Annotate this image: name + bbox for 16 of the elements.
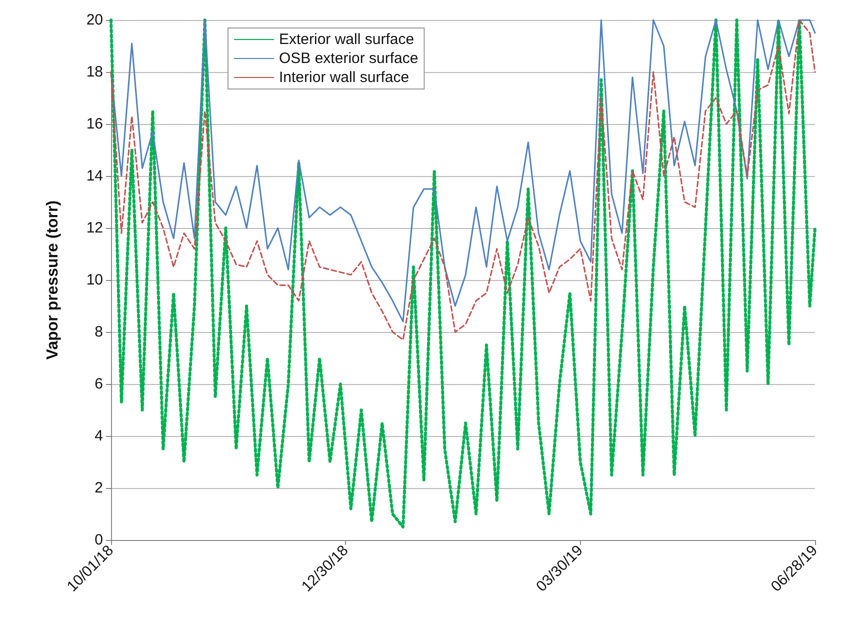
y-tick-label: 6 xyxy=(94,376,103,392)
y-tick-label: 12 xyxy=(86,220,103,236)
legend-label: Exterior wall surface xyxy=(279,31,414,48)
legend-label: OSB exterior surface xyxy=(279,50,418,67)
y-tick-label: 4 xyxy=(94,428,103,444)
y-axis-title: Vapor pressure (torr) xyxy=(44,200,62,360)
y-tick-label: 20 xyxy=(86,12,103,28)
line-series xyxy=(110,18,816,528)
y-tick-label: 18 xyxy=(86,64,103,80)
legend-label: Interior wall surface xyxy=(279,69,410,86)
y-tick-label: 16 xyxy=(86,116,103,132)
y-tick-label: 14 xyxy=(86,168,103,184)
y-tick-label: 8 xyxy=(94,324,103,340)
y-tick-label: 10 xyxy=(86,272,103,288)
y-tick-label: 2 xyxy=(94,480,103,496)
y-tick-label: 0 xyxy=(94,532,103,548)
